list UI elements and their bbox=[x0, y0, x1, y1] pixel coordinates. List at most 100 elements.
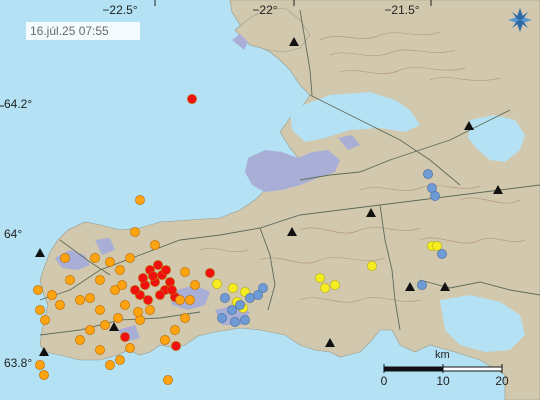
station-triangle-icon bbox=[39, 347, 49, 356]
earthquake-marker[interactable] bbox=[187, 94, 197, 104]
earthquake-marker[interactable] bbox=[190, 280, 200, 290]
earthquake-marker[interactable] bbox=[33, 285, 43, 295]
earthquake-marker[interactable] bbox=[65, 275, 75, 285]
earthquake-marker[interactable] bbox=[180, 313, 190, 323]
earthquake-marker[interactable] bbox=[437, 249, 447, 259]
earthquake-marker[interactable] bbox=[75, 295, 85, 305]
earthquake-marker[interactable] bbox=[171, 341, 181, 351]
earthquake-marker[interactable] bbox=[95, 345, 105, 355]
earthquake-marker[interactable] bbox=[227, 305, 237, 315]
earthquake-marker[interactable] bbox=[423, 169, 433, 179]
earthquake-marker[interactable] bbox=[40, 315, 50, 325]
earthquake-marker[interactable] bbox=[35, 305, 45, 315]
station-triangle-icon bbox=[405, 282, 415, 291]
earthquake-marker[interactable] bbox=[170, 325, 180, 335]
lon-label: −22.5° bbox=[102, 3, 137, 17]
station-triangle-icon bbox=[493, 185, 503, 194]
stations bbox=[35, 37, 503, 356]
earthquake-marker[interactable] bbox=[185, 295, 195, 305]
lake-south bbox=[440, 295, 525, 352]
earthquake-marker[interactable] bbox=[167, 285, 177, 295]
earthquake-marker[interactable] bbox=[120, 300, 130, 310]
earthquake-marker[interactable] bbox=[430, 191, 440, 201]
earthquake-marker[interactable] bbox=[253, 290, 263, 300]
earthquake-marker[interactable] bbox=[175, 295, 185, 305]
earthquake-marker[interactable] bbox=[95, 275, 105, 285]
earthquake-marker[interactable] bbox=[100, 320, 110, 330]
earthquake-marker[interactable] bbox=[113, 313, 123, 323]
earthquake-marker[interactable] bbox=[85, 293, 95, 303]
station-triangle-icon bbox=[35, 248, 45, 257]
earthquake-marker[interactable] bbox=[138, 273, 148, 283]
earthquake-marker[interactable] bbox=[205, 268, 215, 278]
earthquake-marker[interactable] bbox=[315, 273, 325, 283]
lon-label: −21.5° bbox=[384, 3, 419, 17]
earthquake-marker[interactable] bbox=[240, 315, 250, 325]
earthquake-marker[interactable] bbox=[161, 265, 171, 275]
earthquake-marker[interactable] bbox=[125, 253, 135, 263]
earthquake-marker[interactable] bbox=[110, 285, 120, 295]
scale-bar: km 0 10 20 bbox=[381, 349, 509, 388]
lat-label: 63.8° bbox=[4, 356, 32, 370]
station-triangle-icon bbox=[440, 282, 450, 291]
station-triangle-icon bbox=[366, 208, 376, 217]
earthquake-marker[interactable] bbox=[105, 257, 115, 267]
earthquake-marker[interactable] bbox=[90, 253, 100, 263]
lat-label: 64° bbox=[4, 227, 22, 241]
earthquake-marker[interactable] bbox=[47, 290, 57, 300]
lat-label: 64.2° bbox=[4, 97, 32, 111]
station-triangle-icon bbox=[109, 322, 119, 331]
earthquake-marker[interactable] bbox=[228, 283, 238, 293]
earthquake-marker[interactable] bbox=[143, 295, 153, 305]
earthquake-marker[interactable] bbox=[39, 370, 49, 380]
earthquake-marker[interactable] bbox=[153, 260, 163, 270]
station-triangle-icon bbox=[325, 338, 335, 347]
earthquake-marker[interactable] bbox=[135, 315, 145, 325]
earthquake-marker[interactable] bbox=[130, 227, 140, 237]
earthquake-marker[interactable] bbox=[117, 280, 127, 290]
earthquake-marker[interactable] bbox=[160, 335, 170, 345]
earthquake-marker[interactable] bbox=[367, 261, 377, 271]
earthquakes bbox=[33, 94, 447, 385]
earthquake-marker[interactable] bbox=[220, 293, 230, 303]
earthquake-marker[interactable] bbox=[55, 300, 65, 310]
earthquake-marker[interactable] bbox=[115, 265, 125, 275]
earthquake-marker[interactable] bbox=[235, 300, 245, 310]
scale-unit: km bbox=[435, 349, 450, 361]
earthquake-marker[interactable] bbox=[417, 280, 427, 290]
earthquake-marker[interactable] bbox=[212, 279, 222, 289]
earthquake-marker[interactable] bbox=[35, 360, 45, 370]
scale-tick: 0 bbox=[381, 374, 388, 388]
earthquake-marker[interactable] bbox=[125, 343, 135, 353]
earthquake-marker[interactable] bbox=[85, 325, 95, 335]
earthquake-marker[interactable] bbox=[75, 335, 85, 345]
earthquake-marker[interactable] bbox=[320, 283, 330, 293]
earthquake-marker[interactable] bbox=[165, 277, 175, 287]
earthquake-marker[interactable] bbox=[330, 280, 340, 290]
earthquake-marker[interactable] bbox=[145, 305, 155, 315]
earthquake-marker[interactable] bbox=[432, 241, 442, 251]
earthquake-marker[interactable] bbox=[155, 290, 165, 300]
earthquake-marker[interactable] bbox=[95, 305, 105, 315]
earthquake-marker[interactable] bbox=[105, 360, 115, 370]
station-triangle-icon bbox=[464, 121, 474, 130]
earthquake-marker[interactable] bbox=[150, 240, 160, 250]
earthquake-marker[interactable] bbox=[180, 267, 190, 277]
graticule-ticks bbox=[0, 0, 432, 107]
land-north bbox=[39, 0, 540, 400]
earthquake-marker[interactable] bbox=[60, 253, 70, 263]
earthquake-marker[interactable] bbox=[120, 332, 130, 342]
earthquake-marker[interactable] bbox=[230, 317, 240, 327]
earthquake-marker[interactable] bbox=[258, 283, 268, 293]
earthquake-marker[interactable] bbox=[217, 313, 227, 323]
earthquake-marker[interactable] bbox=[115, 355, 125, 365]
earthquake-marker[interactable] bbox=[163, 375, 173, 385]
scale-tick: 20 bbox=[495, 374, 509, 388]
station-triangle-icon bbox=[287, 227, 297, 236]
earthquake-marker[interactable] bbox=[148, 271, 158, 281]
earthquake-marker[interactable] bbox=[133, 307, 143, 317]
earthquake-marker[interactable] bbox=[135, 195, 145, 205]
earthquake-marker[interactable] bbox=[130, 285, 140, 295]
